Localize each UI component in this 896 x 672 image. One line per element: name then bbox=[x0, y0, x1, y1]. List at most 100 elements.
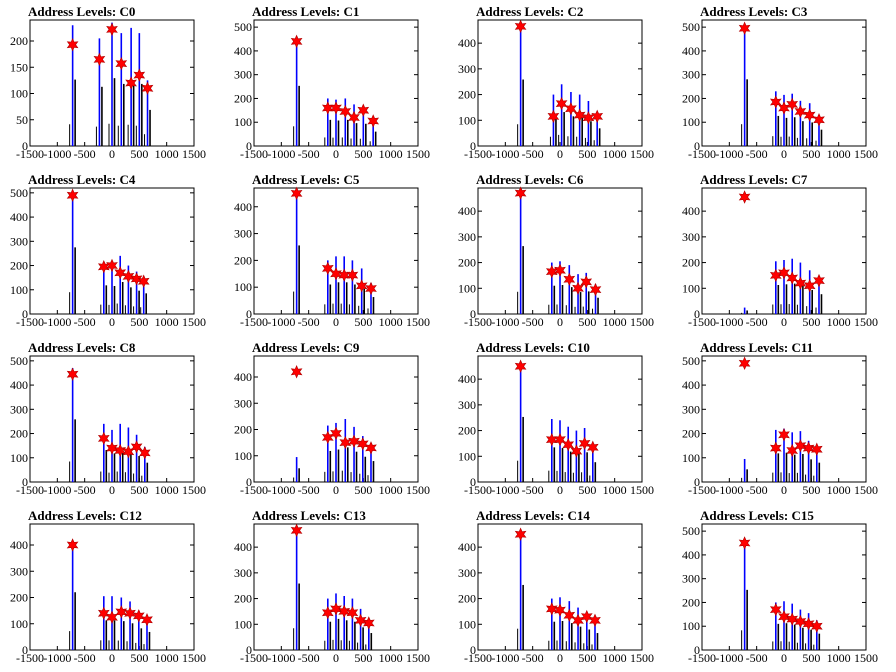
x-tick-label: -500 bbox=[746, 147, 768, 161]
peak-marker bbox=[348, 110, 360, 125]
y-tick-label: 400 bbox=[458, 204, 476, 218]
peak-marker bbox=[130, 440, 143, 454]
x-tick-label: -500 bbox=[746, 651, 768, 665]
chart-panel: 0 100 200 300 400 -1500 -1000 -500 0 500 1000 1500 A… bbox=[448, 0, 672, 168]
y-tick-label: 0 bbox=[246, 475, 252, 489]
y-tick-label: 100 bbox=[10, 87, 28, 101]
x-tick-label: 0 bbox=[781, 147, 787, 161]
y-tick-label: 0 bbox=[246, 643, 252, 657]
peak-marker bbox=[545, 432, 558, 447]
x-tick-label: -1500 bbox=[688, 651, 716, 665]
chart-panel: 0 100 200 300 400 500 -1500 -1000 -500 0 500 1000 15… bbox=[224, 0, 448, 168]
x-tick-label: -1000 bbox=[43, 147, 71, 161]
y-tick-label: 0 bbox=[22, 475, 28, 489]
x-tick-label: 0 bbox=[333, 651, 339, 665]
chart-title: Address Levels: C4 bbox=[28, 172, 136, 187]
peak-marker bbox=[738, 356, 751, 371]
x-tick-label: 1500 bbox=[182, 147, 206, 161]
y-tick-label: 0 bbox=[470, 643, 476, 657]
chart-svg: 0 100 200 300 400 500 -1500 -1000 -500 0 500 1000 15… bbox=[10, 186, 206, 329]
x-tick-label: -1500 bbox=[464, 483, 492, 497]
y-tick-label: 100 bbox=[682, 281, 700, 295]
y-tick-label: 100 bbox=[10, 451, 28, 465]
peak-marker bbox=[130, 272, 143, 286]
peak-marker bbox=[562, 437, 575, 452]
x-tick-label: 1000 bbox=[379, 651, 403, 665]
peak-marker bbox=[357, 103, 370, 118]
peak-marker bbox=[570, 444, 583, 458]
peak-marker bbox=[794, 614, 807, 629]
chart-title: Address Levels: C5 bbox=[252, 172, 360, 187]
chart-panel: 0 100 200 300 400 500 -1500 -1000 -500 0 500 1000 15… bbox=[672, 0, 896, 168]
peak-marker bbox=[114, 443, 127, 458]
x-tick-label: -1500 bbox=[16, 651, 44, 665]
peak-marker bbox=[803, 278, 816, 293]
x-tick-label: 1000 bbox=[827, 315, 851, 329]
y-tick-label: 0 bbox=[246, 139, 252, 153]
x-tick-label: -500 bbox=[74, 483, 96, 497]
peak-marker bbox=[66, 188, 79, 203]
x-tick-label: 500 bbox=[578, 147, 596, 161]
y-tick-label: 100 bbox=[682, 619, 700, 633]
x-tick-label: -1000 bbox=[715, 315, 743, 329]
peak-marker bbox=[362, 616, 375, 630]
plot-frame bbox=[477, 19, 643, 147]
peak-marker bbox=[106, 441, 118, 455]
x-tick-label: 500 bbox=[802, 483, 820, 497]
peak-marker bbox=[545, 602, 558, 616]
x-tick-label: -1500 bbox=[16, 315, 44, 329]
peak-marker bbox=[572, 281, 584, 296]
chart-title: Address Levels: C11 bbox=[700, 340, 814, 355]
peak-marker bbox=[66, 367, 79, 381]
chart-svg: 0 100 200 300 400 -1500 -1000 -500 0 500 1000 1500 bbox=[458, 19, 654, 161]
y-tick-label: 300 bbox=[682, 572, 700, 586]
x-tick-label: -1500 bbox=[240, 315, 268, 329]
chart-svg: 0 100 200 300 400 -1500 -1000 -500 0 500 1000 1500 bbox=[10, 523, 206, 665]
chart-panel: 0 100 200 300 400 -1500 -1000 -500 0 500 1000 1500 A… bbox=[672, 168, 896, 336]
chart-panel: 0 100 200 300 400 -1500 -1000 -500 0 500 1000 1500 A… bbox=[224, 168, 448, 336]
x-tick-label: -500 bbox=[298, 483, 320, 497]
x-tick-label: 0 bbox=[333, 315, 339, 329]
x-tick-label: 1500 bbox=[854, 651, 878, 665]
x-tick-label: -1500 bbox=[464, 315, 492, 329]
x-tick-label: -1000 bbox=[491, 651, 519, 665]
x-tick-label: 500 bbox=[802, 651, 820, 665]
y-tick-label: 200 bbox=[10, 259, 28, 273]
peak-marker bbox=[365, 281, 377, 296]
x-tick-label: 1500 bbox=[630, 651, 654, 665]
y-tick-label: 100 bbox=[458, 113, 476, 127]
peak-marker bbox=[330, 267, 342, 281]
x-tick-label: -1000 bbox=[267, 651, 295, 665]
x-tick-label: 0 bbox=[781, 483, 787, 497]
y-tick-label: 100 bbox=[234, 617, 252, 631]
x-tick-label: 500 bbox=[354, 147, 372, 161]
x-tick-label: -500 bbox=[522, 651, 544, 665]
peak-marker bbox=[769, 441, 782, 455]
y-tick-label: 200 bbox=[234, 91, 252, 105]
peak-marker bbox=[330, 602, 342, 616]
peak-marker bbox=[554, 432, 566, 447]
x-tick-label: 1000 bbox=[379, 147, 403, 161]
chart-title: Address Levels: C14 bbox=[476, 508, 590, 523]
y-tick-label: 300 bbox=[234, 566, 252, 580]
chart-svg: 0 50 100 150 200 -1500 -1000 -500 0 500 1000 1500 bbox=[10, 19, 206, 161]
peak-marker bbox=[565, 101, 577, 116]
x-tick-label: 1000 bbox=[603, 651, 627, 665]
y-tick-label: 0 bbox=[22, 643, 28, 657]
peak-marker bbox=[93, 52, 106, 67]
y-tick-label: 300 bbox=[682, 230, 700, 244]
x-tick-label: 1000 bbox=[155, 483, 179, 497]
x-tick-label: 1000 bbox=[603, 315, 627, 329]
x-tick-label: 500 bbox=[354, 651, 372, 665]
peak-marker bbox=[115, 605, 128, 619]
y-tick-label: 300 bbox=[458, 230, 476, 244]
chart-svg: 0 100 200 300 400 500 -1500 -1000 -500 0 500 1000 15… bbox=[10, 354, 206, 497]
chart-title: Address Levels: C15 bbox=[700, 508, 814, 523]
x-tick-label: -1500 bbox=[688, 147, 716, 161]
x-tick-label: 1000 bbox=[379, 315, 403, 329]
y-tick-label: 400 bbox=[682, 204, 700, 218]
chart-title: Address Levels: C1 bbox=[252, 4, 360, 19]
peak-marker bbox=[738, 190, 751, 204]
x-tick-label: 0 bbox=[109, 315, 115, 329]
x-tick-label: 0 bbox=[109, 147, 115, 161]
